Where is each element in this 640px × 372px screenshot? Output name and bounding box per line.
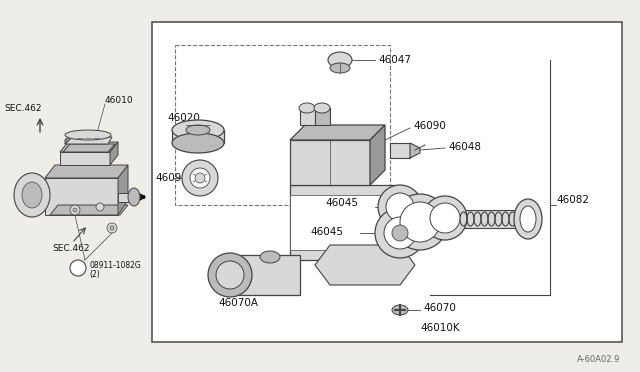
- Ellipse shape: [172, 120, 224, 140]
- Ellipse shape: [430, 203, 460, 233]
- Polygon shape: [172, 130, 224, 143]
- Polygon shape: [390, 143, 410, 158]
- Circle shape: [110, 226, 114, 230]
- Ellipse shape: [208, 253, 252, 297]
- Ellipse shape: [423, 196, 467, 240]
- Polygon shape: [230, 255, 300, 295]
- Polygon shape: [118, 193, 135, 202]
- Ellipse shape: [14, 173, 50, 217]
- Polygon shape: [300, 108, 315, 125]
- Text: 46093: 46093: [155, 173, 188, 183]
- Ellipse shape: [314, 103, 330, 113]
- Polygon shape: [315, 108, 330, 125]
- Polygon shape: [60, 152, 110, 165]
- Text: (2): (2): [89, 269, 100, 279]
- Polygon shape: [290, 125, 385, 140]
- Polygon shape: [63, 144, 115, 152]
- Text: A-60A02.9: A-60A02.9: [577, 356, 620, 365]
- Polygon shape: [110, 142, 118, 165]
- Text: N: N: [75, 263, 81, 273]
- Ellipse shape: [260, 251, 280, 263]
- Text: 46045: 46045: [310, 227, 343, 237]
- Ellipse shape: [392, 225, 408, 241]
- Polygon shape: [370, 125, 385, 185]
- Polygon shape: [65, 133, 72, 144]
- Polygon shape: [60, 142, 118, 152]
- Ellipse shape: [386, 193, 414, 221]
- Ellipse shape: [514, 199, 542, 239]
- Polygon shape: [290, 185, 395, 260]
- Ellipse shape: [216, 261, 244, 289]
- Text: SEC.462: SEC.462: [52, 244, 90, 253]
- Text: 46045: 46045: [325, 198, 358, 208]
- Text: 46010K: 46010K: [420, 323, 460, 333]
- Ellipse shape: [392, 305, 408, 315]
- Ellipse shape: [195, 173, 205, 183]
- Text: 46048: 46048: [448, 142, 481, 152]
- Text: 46090: 46090: [413, 121, 446, 131]
- Ellipse shape: [378, 185, 422, 229]
- Text: 46010: 46010: [105, 96, 134, 105]
- Circle shape: [70, 260, 86, 276]
- Ellipse shape: [22, 182, 42, 208]
- Circle shape: [107, 223, 117, 233]
- Ellipse shape: [128, 188, 140, 206]
- Ellipse shape: [65, 130, 111, 140]
- Polygon shape: [290, 140, 370, 185]
- Bar: [152, 22, 622, 342]
- Text: 46020: 46020: [167, 113, 200, 123]
- Text: 08911-1082G: 08911-1082G: [89, 260, 141, 269]
- Text: SEC.462: SEC.462: [4, 103, 42, 112]
- Polygon shape: [45, 165, 128, 178]
- Polygon shape: [50, 205, 128, 215]
- Ellipse shape: [392, 194, 448, 250]
- Polygon shape: [290, 195, 385, 250]
- Ellipse shape: [330, 63, 350, 73]
- Circle shape: [96, 203, 104, 211]
- Ellipse shape: [375, 208, 425, 258]
- Ellipse shape: [520, 206, 536, 232]
- Polygon shape: [65, 137, 112, 144]
- Text: 46082: 46082: [556, 195, 589, 205]
- Text: 46070A: 46070A: [218, 298, 258, 308]
- Ellipse shape: [400, 202, 440, 242]
- Polygon shape: [410, 143, 420, 158]
- Ellipse shape: [190, 168, 210, 188]
- Polygon shape: [45, 178, 118, 215]
- Ellipse shape: [182, 160, 218, 196]
- Circle shape: [70, 205, 80, 215]
- Ellipse shape: [172, 133, 224, 153]
- Circle shape: [73, 208, 77, 212]
- Ellipse shape: [299, 103, 315, 113]
- Ellipse shape: [384, 217, 416, 249]
- Polygon shape: [315, 245, 415, 285]
- Ellipse shape: [186, 125, 210, 135]
- Polygon shape: [118, 165, 128, 215]
- Text: 46070: 46070: [423, 303, 456, 313]
- Ellipse shape: [328, 52, 352, 68]
- Polygon shape: [455, 210, 520, 228]
- Text: 46047: 46047: [378, 55, 411, 65]
